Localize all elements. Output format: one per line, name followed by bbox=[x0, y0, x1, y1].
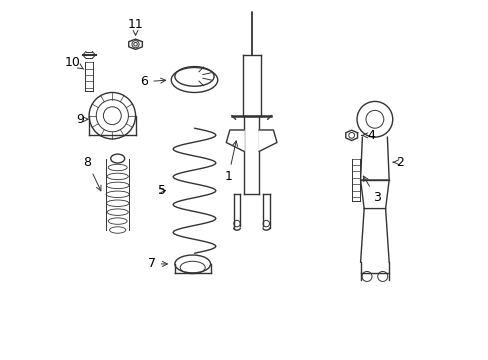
Text: 7: 7 bbox=[147, 257, 167, 270]
Text: 11: 11 bbox=[127, 18, 143, 35]
Text: 5: 5 bbox=[158, 184, 166, 197]
Text: 8: 8 bbox=[83, 156, 101, 191]
Text: 9: 9 bbox=[76, 113, 88, 126]
Text: 1: 1 bbox=[224, 141, 237, 183]
Text: 3: 3 bbox=[363, 176, 380, 204]
Text: 10: 10 bbox=[65, 55, 83, 69]
Polygon shape bbox=[259, 130, 276, 152]
Text: 2: 2 bbox=[392, 156, 403, 168]
Polygon shape bbox=[226, 130, 244, 152]
Text: 6: 6 bbox=[140, 75, 165, 88]
Text: 4: 4 bbox=[361, 129, 374, 142]
Circle shape bbox=[134, 42, 137, 46]
